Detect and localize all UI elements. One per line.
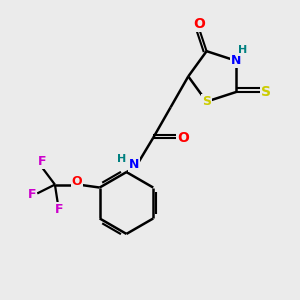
Text: O: O (72, 175, 82, 188)
Text: S: S (261, 85, 271, 99)
Text: F: F (55, 203, 64, 216)
Text: H: H (117, 154, 127, 164)
Text: H: H (238, 45, 247, 55)
Text: O: O (177, 131, 189, 145)
Text: O: O (193, 17, 205, 31)
Text: F: F (28, 188, 36, 201)
Text: N: N (231, 54, 242, 67)
Text: N: N (129, 158, 139, 171)
Text: S: S (202, 95, 211, 108)
Text: F: F (38, 155, 46, 168)
